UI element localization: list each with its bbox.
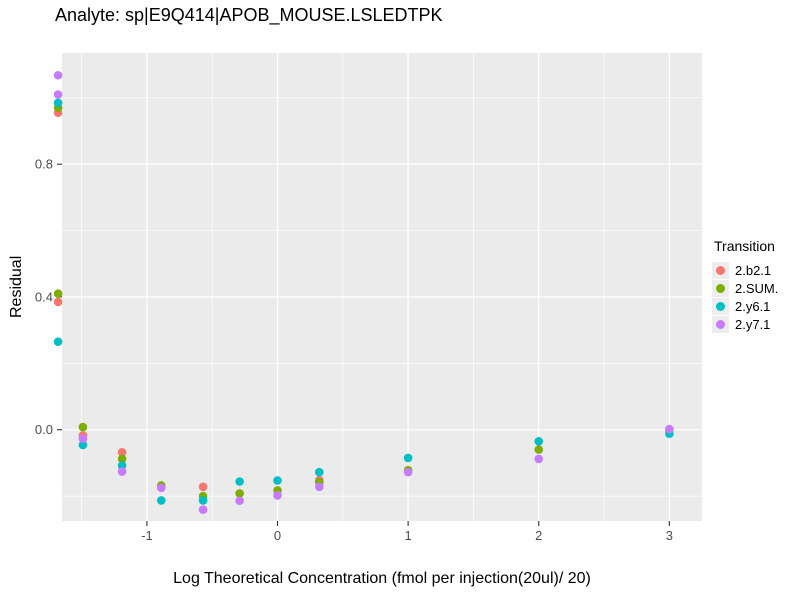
legend-item: 2.b2.1 (712, 262, 778, 279)
legend-key (712, 298, 729, 315)
legend-key (712, 316, 729, 333)
y-axis-title: Residual (8, 255, 25, 319)
data-point-2.y7.1 (53, 90, 63, 99)
data-point-2.b2.1 (53, 297, 63, 307)
y-tick-label: 0.0 (35, 422, 53, 437)
legend-item: 2.y7.1 (712, 316, 778, 333)
data-point-2.y7.1 (198, 505, 208, 515)
x-tick-label: 3 (666, 528, 673, 543)
data-point-2.y6.1 (53, 337, 63, 347)
data-point-2.y7.1 (53, 70, 63, 80)
x-tick-label: -1 (141, 528, 153, 543)
legend-item-label: 2.y6.1 (735, 299, 771, 314)
y-tick-label: 0.4 (35, 289, 53, 304)
x-axis-title: Log Theoretical Concentration (fmol per … (173, 570, 591, 587)
data-point-2.y6.1 (403, 453, 413, 463)
data-point-2.y7.1 (273, 491, 282, 500)
data-point-2.y7.1 (117, 467, 127, 476)
data-point-2.y6.1 (78, 440, 88, 450)
x-tick-label: 1 (405, 528, 412, 543)
data-point-2.SUM. (534, 445, 544, 454)
data-point-2.y7.1 (534, 454, 544, 464)
data-point-2.y6.1 (117, 461, 127, 470)
legend-key (712, 262, 729, 279)
data-point-2.b2.1 (198, 482, 208, 492)
legend: Transition 2.b2.1 2.SUM. 2.y6.1 2.y7.1 (712, 238, 778, 334)
x-tick-label: 0 (274, 528, 281, 543)
data-point-2.y6.1 (156, 496, 166, 505)
data-point-2.y6.1 (315, 467, 324, 477)
data-point-2.SUM. (53, 289, 63, 298)
data-point-2.y6.1 (198, 496, 208, 505)
data-point-2.y6.1 (273, 476, 282, 485)
legend-item-label: 2.y7.1 (735, 317, 771, 332)
legend-point-icon (716, 266, 725, 275)
data-point-2.SUM. (117, 454, 127, 464)
legend-item-label: 2.SUM. (735, 281, 779, 296)
legend-item: 2.SUM. (712, 280, 778, 297)
legend-title: Transition (714, 238, 775, 254)
data-point-2.y7.1 (403, 467, 413, 477)
legend-item: 2.y6.1 (712, 298, 778, 315)
x-tick-label: 2 (535, 528, 542, 543)
legend-point-icon (716, 302, 725, 311)
data-point-2.y7.1 (78, 434, 88, 443)
legend-point-icon (716, 320, 725, 329)
data-point-2.y6.1 (53, 98, 63, 108)
legend-point-icon (716, 284, 725, 293)
data-point-2.y7.1 (156, 483, 166, 493)
y-tick-label: 0.8 (35, 157, 53, 172)
data-point-2.y7.1 (665, 424, 674, 434)
data-point-2.y6.1 (235, 477, 244, 486)
data-point-2.y6.1 (534, 437, 544, 446)
plot-title: Analyte: sp|E9Q414|APOB_MOUSE.LSLEDTPK (55, 5, 443, 25)
data-point-2.y7.1 (315, 482, 324, 492)
legend-key (712, 280, 729, 297)
data-point-2.SUM. (78, 422, 88, 432)
legend-items: 2.b2.1 2.SUM. 2.y6.1 2.y7.1 (712, 262, 778, 333)
data-point-2.b2.1 (117, 447, 127, 457)
plot-panel (62, 53, 702, 521)
data-point-2.y7.1 (235, 496, 244, 506)
data-point-2.SUM. (235, 489, 244, 498)
legend-item-label: 2.b2.1 (735, 263, 772, 278)
